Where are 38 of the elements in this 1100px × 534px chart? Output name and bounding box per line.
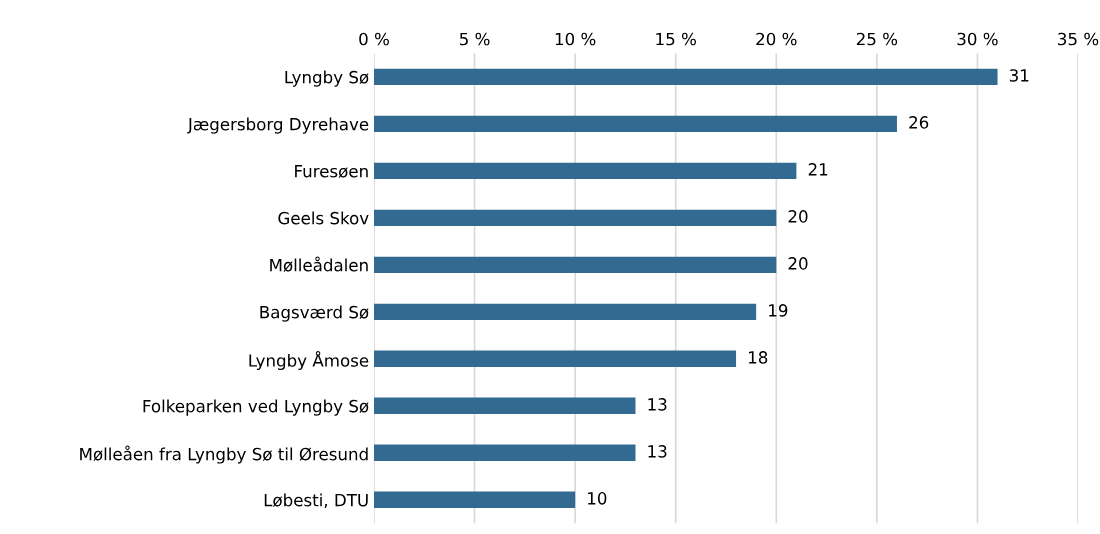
y-tick-label: Furesøen (295, 165, 368, 178)
bar (374, 303, 757, 321)
y-tick-label: Mølleådalen (270, 256, 368, 272)
x-tick-label: 30 % (957, 32, 998, 46)
y-tick-label: Løbesti, DTU (264, 493, 368, 509)
bar (374, 444, 636, 462)
y-tick-label: Lyngby Sø (285, 70, 369, 87)
x-tick-label: 25 % (856, 32, 898, 46)
x-tick-label: 15 % (656, 32, 696, 46)
data-label: 19 (769, 304, 788, 317)
bar (374, 350, 737, 368)
bar (374, 397, 636, 415)
data-label: 13 (648, 445, 667, 458)
bar (374, 256, 777, 274)
x-tick-label: 10 % (555, 32, 596, 46)
x-tick-label: 0 % (359, 32, 389, 46)
x-tick-label: 35 % (1058, 32, 1099, 46)
data-label: 18 (749, 351, 768, 364)
bar (374, 115, 897, 133)
data-label: 13 (648, 398, 667, 411)
y-tick-label: Geels Skov (278, 211, 369, 225)
data-label: 20 (788, 257, 808, 270)
data-label: 21 (808, 163, 828, 176)
y-tick-label: Mølleåen fra Lyngby Sø til Øresund (80, 445, 368, 464)
y-tick-label: Bagsværd Sø (260, 305, 369, 322)
data-label: 31 (1009, 69, 1029, 82)
bar (374, 209, 777, 227)
x-tick-label: 20 % (756, 32, 797, 46)
bar (374, 162, 797, 180)
bar (374, 68, 998, 86)
x-tick-label: 5 % (459, 32, 490, 46)
data-label: 10 (588, 492, 607, 505)
y-tick-label: Lyngby Åmose (249, 351, 369, 371)
y-tick-label: Jægersborg Dyrehave (187, 117, 369, 134)
data-label: 20 (788, 210, 808, 223)
data-label: 26 (909, 116, 929, 129)
bar (374, 491, 576, 509)
y-tick-label: Folkeparken ved Lyngby Sø (143, 399, 369, 416)
